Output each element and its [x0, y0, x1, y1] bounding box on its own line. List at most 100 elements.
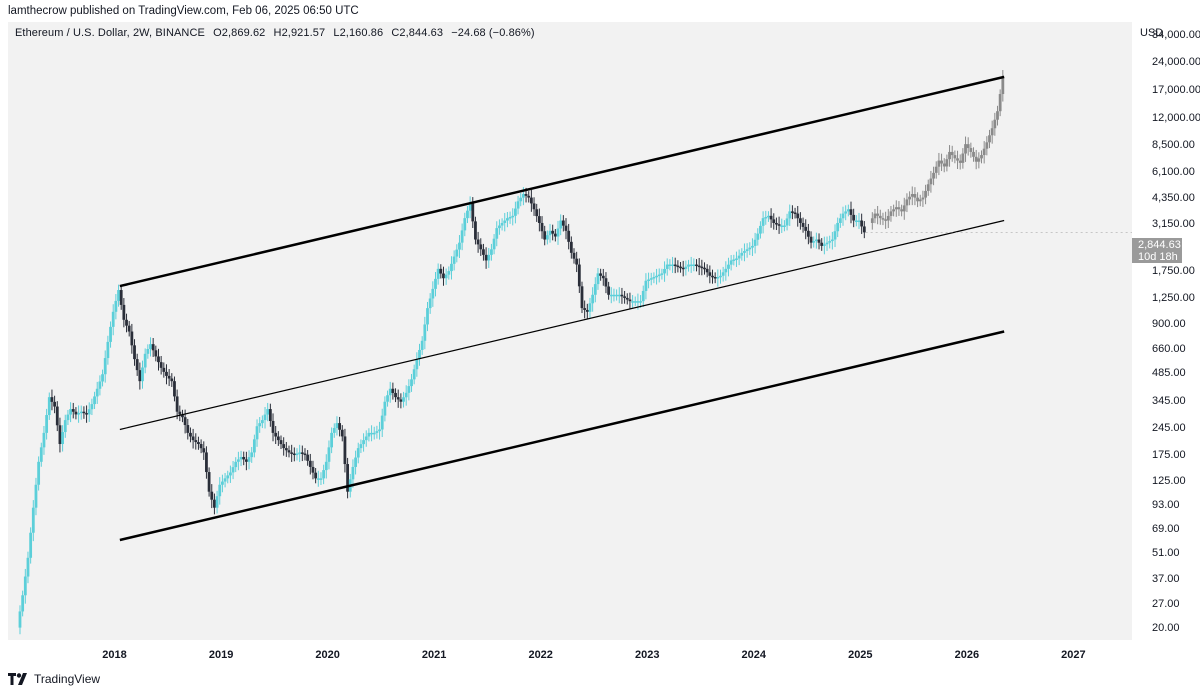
candle-body	[133, 345, 136, 360]
candle-body	[138, 370, 142, 382]
candle-body	[806, 230, 810, 237]
candle-body	[205, 452, 208, 473]
candle-body	[537, 216, 541, 223]
candle-body	[311, 466, 315, 473]
tradingview-brand[interactable]: TradingView	[8, 672, 100, 686]
chart-plot-area[interactable]	[8, 22, 1132, 640]
candle-body	[529, 197, 533, 204]
projection-candle-body	[902, 205, 906, 212]
candle-body	[719, 275, 722, 278]
candle-body	[162, 367, 166, 372]
candle-body	[258, 423, 262, 427]
candle-body	[74, 411, 78, 415]
candle-body	[143, 353, 147, 368]
candle-body	[330, 432, 334, 448]
candle-body	[852, 214, 856, 221]
candle-body	[775, 222, 778, 225]
candle-body	[735, 258, 738, 260]
candle-body	[644, 280, 648, 291]
currency-label[interactable]: USD	[1140, 27, 1164, 39]
candle-body	[239, 456, 243, 460]
channel-line-upper[interactable]	[119, 75, 1005, 288]
candle-body	[609, 294, 613, 297]
candle-body	[295, 453, 299, 456]
candle-body	[125, 319, 128, 326]
projection-candle-body	[996, 111, 999, 120]
candle-body	[521, 194, 525, 198]
projection-candle-body	[889, 211, 893, 216]
candle-body	[458, 242, 461, 250]
candle-body	[767, 215, 770, 218]
candle-body	[572, 252, 576, 259]
projection-candle-body	[908, 196, 911, 200]
candle-body	[577, 264, 581, 287]
candle-body	[335, 423, 339, 428]
candle-body	[838, 218, 842, 223]
candle-body	[756, 233, 760, 240]
candle-body	[276, 436, 280, 441]
projection-candle-body	[958, 160, 962, 163]
y-tick-label: 485.00	[1152, 367, 1186, 380]
candle-body	[167, 375, 171, 379]
candle-body	[244, 459, 248, 462]
y-tick-label: 1,250.00	[1152, 291, 1195, 304]
candle-body	[764, 216, 768, 219]
candle-body	[620, 294, 624, 297]
y-tick-label: 37.00	[1152, 572, 1180, 585]
candle-body	[268, 409, 272, 421]
candle-body	[772, 219, 776, 223]
candle-body	[428, 298, 432, 309]
projection-candle-body	[926, 184, 930, 191]
candle-body	[484, 254, 488, 261]
candle-body	[47, 397, 51, 416]
candle-body	[18, 611, 22, 628]
candle-body	[633, 301, 637, 303]
channel-line-middle[interactable]	[119, 219, 1005, 431]
candle-body	[628, 299, 632, 302]
candle-body	[751, 245, 754, 248]
candle-body	[849, 209, 853, 215]
projection-candle-body	[1001, 76, 1005, 95]
candle-body	[71, 409, 75, 412]
candle-body	[423, 324, 427, 341]
candle-body	[841, 213, 845, 219]
candle-body	[780, 225, 784, 228]
candle-body	[380, 415, 384, 430]
candle-body	[39, 447, 43, 462]
price-axis[interactable]	[1132, 22, 1200, 640]
candle-body	[117, 290, 120, 301]
projection-candle-body	[932, 172, 935, 179]
candle-body	[266, 409, 270, 415]
candle-body	[434, 278, 437, 289]
y-tick-label: 8,500.00	[1152, 139, 1195, 152]
y-tick-label: 660.00	[1152, 342, 1186, 355]
candle-body	[420, 340, 424, 350]
candle-body	[636, 301, 640, 303]
candle-body	[372, 432, 376, 435]
time-axis[interactable]	[8, 640, 1132, 665]
candle-body	[783, 225, 786, 228]
projection-candle-body	[905, 199, 909, 206]
candle-body	[511, 215, 515, 218]
candle-body	[727, 264, 730, 269]
candle-body	[692, 264, 696, 267]
candle-body	[37, 461, 41, 485]
candle-body	[282, 444, 286, 449]
candle-body	[567, 230, 571, 242]
candle-body	[631, 301, 634, 303]
candle-body	[700, 266, 704, 269]
projection-candle-body	[886, 215, 890, 221]
projection-candle-body	[900, 209, 904, 212]
candle-body	[460, 230, 464, 243]
candle-body	[596, 273, 600, 285]
candle-body	[820, 242, 824, 246]
candle-body	[356, 448, 360, 458]
channel-line-lower[interactable]	[119, 330, 1005, 542]
x-tick-label: 2022	[528, 649, 553, 661]
candle-body	[724, 268, 728, 273]
candle-body	[234, 461, 238, 468]
candle-body	[303, 453, 307, 456]
candle-body	[250, 452, 254, 458]
legend-change: −24.68 (−0.86%)	[451, 27, 535, 39]
candle-body	[668, 264, 672, 267]
